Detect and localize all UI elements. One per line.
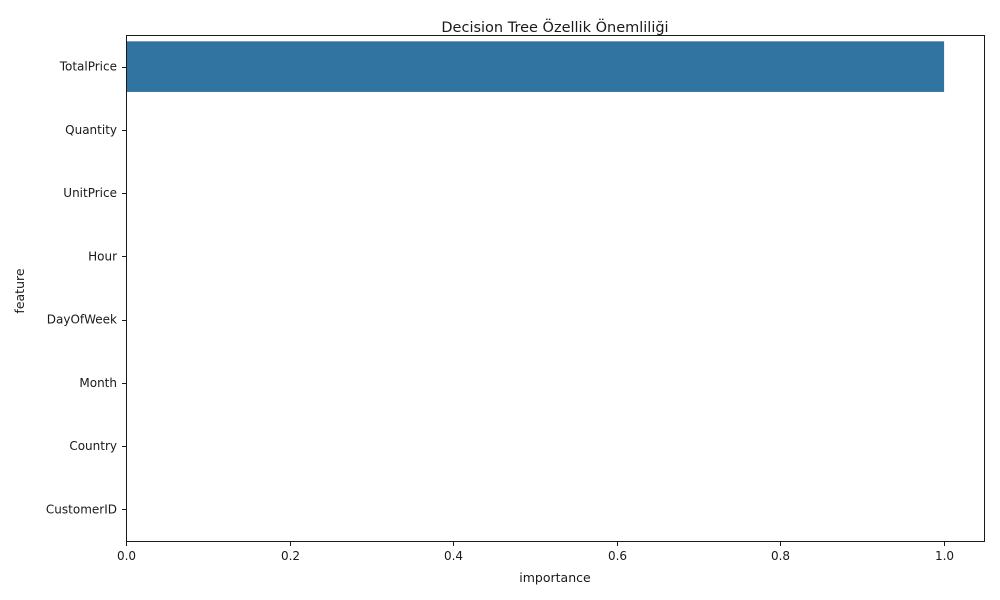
bar-totalprice bbox=[126, 41, 945, 92]
y-tick-label: CustomerID bbox=[46, 502, 117, 516]
y-tick-label: Hour bbox=[88, 249, 117, 263]
x-tick-label: 1.0 bbox=[935, 549, 954, 563]
chart-title: Decision Tree Özellik Önemliliği bbox=[441, 18, 668, 36]
plot-frame bbox=[126, 35, 985, 542]
bars-group bbox=[126, 41, 945, 92]
x-tick-label: 0.0 bbox=[117, 549, 136, 563]
x-tick-label: 0.8 bbox=[771, 549, 790, 563]
y-tick-label: Country bbox=[69, 439, 117, 453]
x-axis-label: importance bbox=[519, 570, 591, 585]
y-tick-label: Month bbox=[79, 376, 117, 390]
y-tick-label: TotalPrice bbox=[59, 60, 117, 74]
x-tick-label: 0.4 bbox=[444, 549, 463, 563]
y-axis-label: feature bbox=[12, 268, 27, 313]
x-ticks-group: 0.0 0.2 0.4 0.6 0.8 1.0 bbox=[117, 541, 954, 563]
x-tick-label: 0.6 bbox=[608, 549, 627, 563]
y-tick-label: DayOfWeek bbox=[47, 313, 117, 327]
x-tick-label: 0.2 bbox=[281, 549, 300, 563]
y-tick-label: UnitPrice bbox=[63, 186, 117, 200]
y-tick-label: Quantity bbox=[65, 123, 117, 137]
y-ticks-group: TotalPrice Quantity UnitPrice Hour DayOfWeek… bbox=[46, 60, 126, 516]
